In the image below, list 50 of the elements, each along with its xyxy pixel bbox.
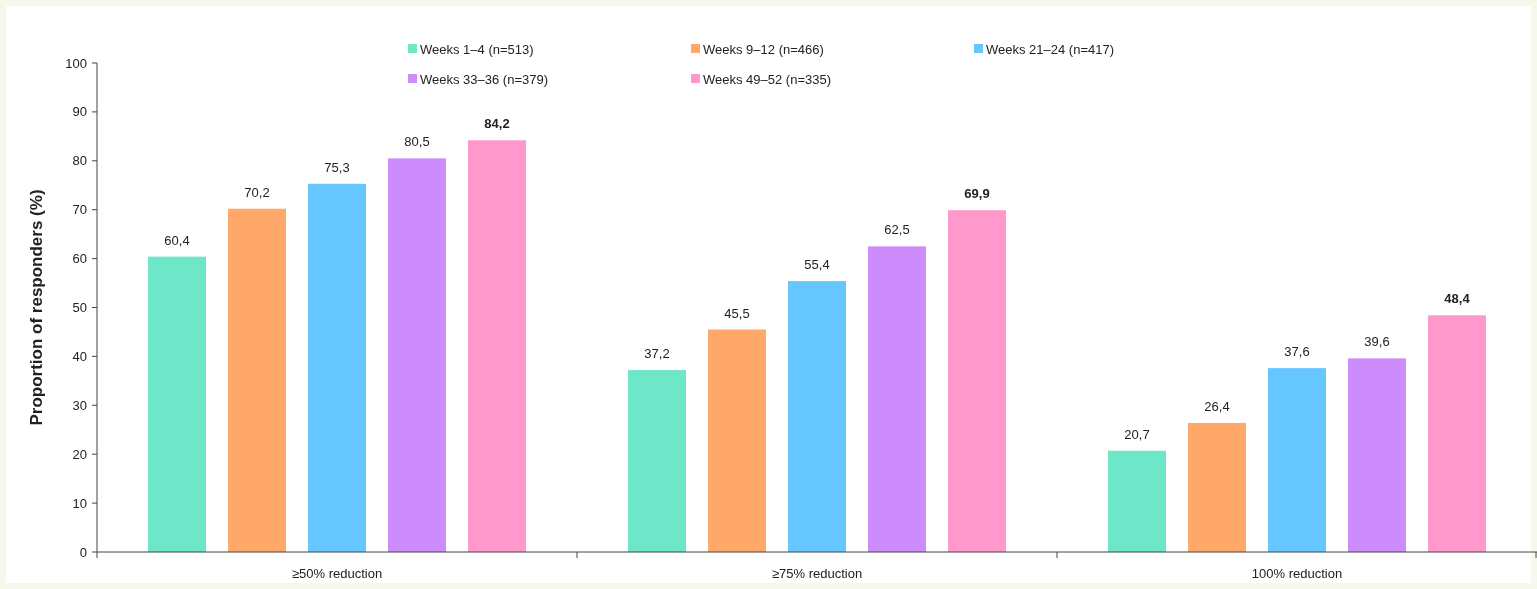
y-tick-label: 60 xyxy=(72,251,87,267)
bar xyxy=(948,210,1006,552)
bar xyxy=(868,246,926,552)
data-label: 62,5 xyxy=(884,222,910,238)
y-tick-label: 0 xyxy=(79,544,87,560)
legend-label: Weeks 9–12 (n=466) xyxy=(703,41,824,57)
legend-label: Weeks 1–4 (n=513) xyxy=(420,41,534,57)
y-tick-label: 50 xyxy=(72,300,87,316)
y-tick-label: 80 xyxy=(72,153,87,169)
data-label: 75,3 xyxy=(324,159,350,175)
y-tick-label: 40 xyxy=(72,348,87,364)
x-tick-label: 100% reduction xyxy=(1251,566,1343,581)
y-tick-label: 10 xyxy=(72,495,87,511)
bar xyxy=(628,370,686,552)
data-label: 48,4 xyxy=(1444,291,1471,307)
bar xyxy=(1348,358,1406,552)
data-label: 37,2 xyxy=(644,346,670,362)
bar xyxy=(308,183,366,552)
data-label: 39,6 xyxy=(1364,334,1390,350)
bar xyxy=(148,256,206,552)
bar xyxy=(1108,450,1166,552)
y-axis-title: Proportion of responders (%) xyxy=(27,189,46,426)
data-label: 20,7 xyxy=(1124,426,1150,442)
y-tick-label: 20 xyxy=(72,446,87,462)
y-tick-label: 70 xyxy=(72,202,87,218)
x-tick-label: ≥75% reduction xyxy=(771,566,863,581)
bar xyxy=(708,329,766,552)
data-label: 37,6 xyxy=(1284,344,1310,360)
legend-label: Weeks 21–24 (n=417) xyxy=(986,41,1115,57)
bar xyxy=(788,281,846,552)
bar xyxy=(1188,422,1246,552)
bar xyxy=(468,140,526,552)
data-label: 69,9 xyxy=(964,186,990,202)
data-label: 70,2 xyxy=(244,184,270,200)
x-tick-label: ≥50% reduction xyxy=(291,566,383,581)
bar xyxy=(1268,368,1326,552)
y-tick-label: 30 xyxy=(72,397,87,413)
legend-label: Weeks 49–52 (n=335) xyxy=(703,71,832,87)
bar xyxy=(1428,315,1486,552)
data-label: 84,2 xyxy=(484,116,510,132)
data-label: 26,4 xyxy=(1204,398,1230,414)
bar xyxy=(228,208,286,552)
data-label: 55,4 xyxy=(804,257,830,273)
data-label: 80,5 xyxy=(404,134,430,150)
y-tick-label: 100 xyxy=(65,55,87,71)
bar xyxy=(388,158,446,552)
data-label: 60,4 xyxy=(164,232,190,248)
y-tick-label: 90 xyxy=(72,104,87,120)
data-label: 45,5 xyxy=(724,305,750,321)
legend-label: Weeks 33–36 (n=379) xyxy=(420,71,549,87)
